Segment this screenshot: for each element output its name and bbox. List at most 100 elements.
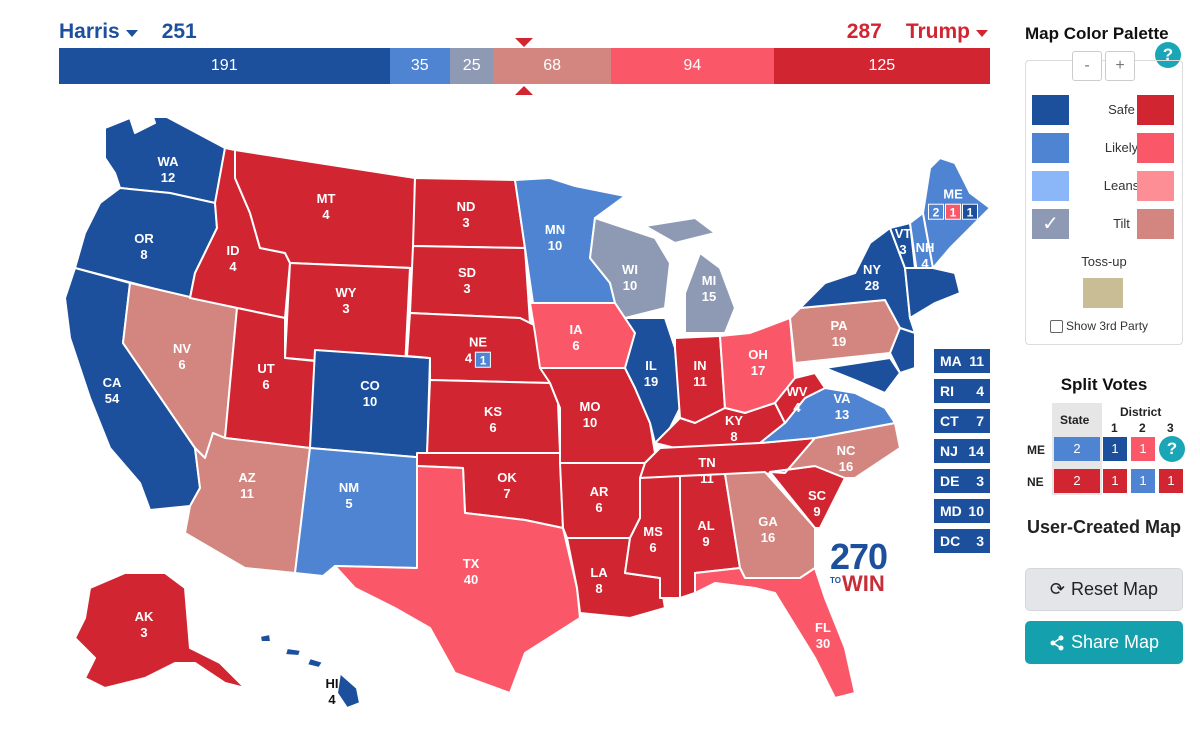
state-label-nv: NV 6 bbox=[172, 341, 192, 372]
ne-d2-cell[interactable]: 1 bbox=[1131, 469, 1155, 493]
me-district-2[interactable]: 1 bbox=[945, 203, 961, 220]
state-wv[interactable] bbox=[774, 372, 826, 424]
state-ma[interactable]: MA 11 bbox=[934, 349, 990, 373]
palette-row-leans: Leans bbox=[1032, 171, 1178, 201]
chevron-down-icon bbox=[976, 30, 988, 37]
show-3rd-party-toggle[interactable]: Show 3rd Party bbox=[1050, 319, 1148, 333]
me-district-0[interactable]: 2 bbox=[928, 203, 944, 220]
state-label-tn: TN 11 bbox=[698, 455, 716, 486]
state-label-or: OR 8 bbox=[134, 231, 154, 262]
split-help-icon[interactable]: ? bbox=[1159, 436, 1185, 462]
state-label-ms: MS 6 bbox=[643, 524, 663, 555]
split-votes-title: Split Votes bbox=[1060, 375, 1148, 394]
ne-district-box[interactable]: 1 bbox=[475, 351, 492, 368]
state-label-sc: SC 9 bbox=[807, 488, 827, 519]
state-fl[interactable] bbox=[694, 567, 856, 699]
state-nj[interactable] bbox=[889, 327, 916, 374]
trump-name: Trump bbox=[905, 20, 970, 43]
palette-help-icon[interactable]: ? bbox=[1155, 42, 1181, 68]
270-marker-bottom bbox=[515, 86, 533, 95]
ne-d3-cell[interactable]: 1 bbox=[1159, 469, 1183, 493]
state-label-nm: NM 5 bbox=[338, 480, 360, 511]
ev-segment-3: 68 bbox=[493, 48, 611, 84]
state-label-ky: KY 8 bbox=[724, 413, 744, 444]
270-marker-top bbox=[515, 38, 533, 47]
swatch-leans-rep[interactable] bbox=[1137, 171, 1174, 201]
swatch-leans-dem[interactable] bbox=[1032, 171, 1069, 201]
swatch-likely-dem[interactable] bbox=[1032, 133, 1069, 163]
state-label-wi: WI 10 bbox=[622, 262, 638, 293]
swatch-tilt-dem-selected[interactable]: ✓ bbox=[1032, 209, 1069, 239]
state-label-nd: ND 3 bbox=[456, 199, 476, 230]
state-label-ks: KS 6 bbox=[483, 404, 503, 435]
state-dc[interactable]: DC 3 bbox=[934, 529, 990, 553]
ev-segment-2: 25 bbox=[450, 48, 494, 84]
tossup-label: Toss-up bbox=[1081, 254, 1127, 269]
me-d2-cell[interactable]: 1 bbox=[1131, 437, 1155, 461]
palette-row-tilt: ✓ Tilt bbox=[1032, 209, 1178, 239]
state-label-sd: SD 3 bbox=[457, 265, 477, 296]
palette-title: Map Color Palette bbox=[1025, 24, 1169, 43]
state-label-az: AZ 11 bbox=[238, 470, 256, 501]
trump-selector[interactable]: 287 Trump bbox=[847, 20, 988, 44]
state-label-wy: WY 3 bbox=[335, 285, 357, 316]
state-nm[interactable] bbox=[294, 447, 428, 577]
share-map-button[interactable]: Share Map bbox=[1025, 621, 1183, 664]
state-label-fl: FL 30 bbox=[815, 620, 831, 651]
trump-electoral-votes: 287 bbox=[846, 20, 882, 43]
state-new-england[interactable] bbox=[904, 267, 961, 319]
state-label-hi: HI 4 bbox=[325, 676, 339, 707]
state-label-va: VA 13 bbox=[833, 391, 851, 422]
swatch-tilt-rep[interactable] bbox=[1137, 209, 1174, 239]
state-nj-box[interactable]: NJ 14 bbox=[934, 439, 990, 463]
state-label-id: ID 4 bbox=[226, 243, 240, 274]
state-ct[interactable]: CT 7 bbox=[934, 409, 990, 433]
state-mi[interactable] bbox=[644, 217, 736, 334]
state-de[interactable]: DE 3 bbox=[934, 469, 990, 493]
zoom-plus-button[interactable]: + bbox=[1105, 51, 1135, 81]
state-label-pa: PA 19 bbox=[830, 318, 848, 349]
chevron-down-icon bbox=[125, 30, 138, 37]
me-d1-cell[interactable]: 1 bbox=[1103, 437, 1127, 461]
ne-state-cell[interactable]: 2 bbox=[1054, 469, 1100, 493]
checkbox[interactable] bbox=[1050, 319, 1063, 333]
state-label-wv: WV 4 bbox=[786, 384, 808, 415]
state-wi[interactable] bbox=[589, 217, 671, 319]
ne-d1-cell[interactable]: 1 bbox=[1103, 469, 1127, 493]
state-label-tx: TX 40 bbox=[462, 556, 480, 587]
swatch-safe-rep[interactable] bbox=[1137, 95, 1174, 125]
state-ri[interactable]: RI 4 bbox=[934, 379, 990, 403]
share-icon bbox=[1050, 635, 1064, 650]
state-ia[interactable] bbox=[529, 302, 636, 369]
us-map: WA 12 OR 8 CA 54 NV 6 ID 4 MT 4 WY 3 UT 6 AZ 11 C… bbox=[55, 118, 995, 718]
electoral-vote-bar: 191 35 25 68 94 125 bbox=[59, 48, 990, 84]
state-label-mo: MO 10 bbox=[579, 399, 601, 430]
state-ak[interactable] bbox=[74, 572, 246, 689]
state-label-ca: CA 54 bbox=[102, 375, 122, 406]
ev-segment-0: 191 bbox=[59, 48, 390, 84]
zoom-minus-button[interactable]: - bbox=[1072, 51, 1102, 81]
state-label-wa: WA 12 bbox=[157, 154, 179, 185]
reset-map-button[interactable]: ⟳ Reset Map bbox=[1025, 568, 1183, 611]
swatch-safe-dem[interactable] bbox=[1032, 95, 1069, 125]
state-hi[interactable] bbox=[259, 633, 361, 709]
state-tx[interactable] bbox=[334, 465, 581, 694]
user-created-map-title: User-Created Map bbox=[1026, 517, 1182, 537]
state-md[interactable]: MD 10 bbox=[934, 499, 990, 523]
swatch-tossup[interactable] bbox=[1083, 278, 1123, 308]
state-label-al: AL 9 bbox=[697, 518, 715, 549]
state-label-nh: NH 4 bbox=[915, 240, 935, 271]
state-md-de[interactable] bbox=[824, 357, 901, 394]
palette-row-likely: Likely bbox=[1032, 133, 1178, 163]
270towin-logo: 270 TO WIN bbox=[830, 536, 888, 596]
split-votes-table: State District 1 2 3 ME 2 1 1 ? NE 2 1 1… bbox=[1025, 403, 1200, 498]
harris-selector[interactable]: Harris 251 bbox=[59, 20, 197, 44]
state-label-ut: UT 6 bbox=[257, 361, 275, 392]
ev-segment-1: 35 bbox=[389, 48, 451, 84]
me-district-1[interactable]: 1 bbox=[962, 203, 978, 220]
swatch-likely-rep[interactable] bbox=[1137, 133, 1174, 163]
state-label-vt: VT 3 bbox=[894, 226, 912, 257]
me-state-cell[interactable]: 2 bbox=[1054, 437, 1100, 461]
state-label-la: LA 8 bbox=[590, 565, 608, 596]
